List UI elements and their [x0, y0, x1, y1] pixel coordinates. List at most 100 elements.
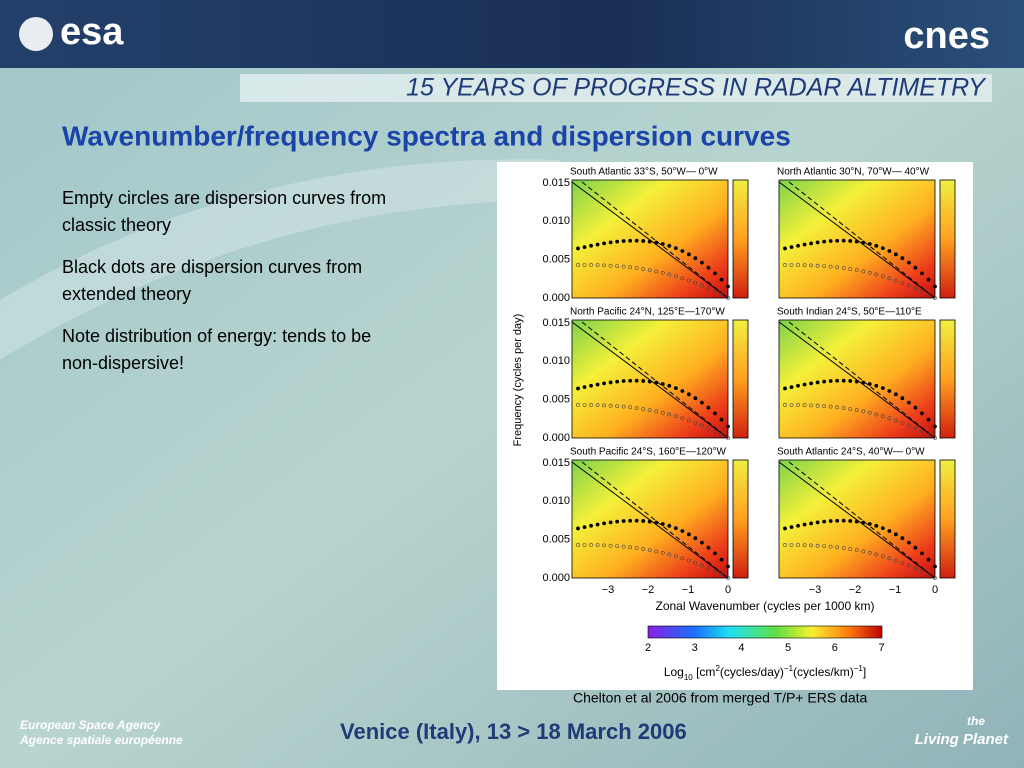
extended-dot	[680, 529, 685, 533]
classic-circle	[854, 268, 859, 273]
classic-circle	[634, 266, 639, 271]
classic-circle	[589, 543, 593, 547]
extended-dot	[867, 382, 872, 386]
classic-circle	[880, 554, 885, 559]
bullet-text: extended theory	[62, 284, 191, 304]
extended-dot	[634, 518, 639, 523]
classic-circle	[874, 552, 879, 557]
extended-dot	[867, 242, 872, 246]
classic-circle	[907, 283, 911, 288]
classic-circle	[726, 576, 730, 580]
classic-circle	[848, 267, 853, 271]
extended-dot	[809, 241, 813, 246]
extended-dot	[926, 277, 931, 282]
extended-dot	[880, 526, 885, 531]
classic-circle	[641, 407, 646, 411]
classic-circle	[783, 403, 787, 407]
extended-dot	[887, 249, 892, 253]
extended-dot	[634, 378, 639, 383]
extended-dot	[647, 379, 652, 384]
classic-circle	[713, 289, 717, 294]
classic-circle	[589, 403, 593, 407]
classic-circle	[835, 405, 840, 410]
classic-circle	[608, 263, 613, 268]
extended-dot	[654, 380, 659, 385]
classic-circle	[822, 544, 827, 549]
extended-dot	[900, 536, 905, 541]
x-axis-label: Zonal Wavenumber (cycles per 1000 km)	[656, 599, 875, 613]
extended-dot	[893, 392, 898, 397]
classic-circle	[913, 566, 918, 571]
classic-circle	[887, 276, 892, 281]
extended-dot	[719, 417, 724, 422]
classic-circle	[693, 280, 698, 285]
extended-dot	[822, 379, 827, 384]
classic-circle	[680, 556, 685, 561]
agency-fr: Agence spatiale européenne	[19, 733, 183, 747]
extended-dot	[634, 238, 639, 243]
classic-circle	[726, 436, 730, 440]
colorbar-tick: 4	[738, 642, 744, 654]
extended-dot	[660, 382, 665, 386]
extended-dot	[602, 521, 606, 526]
extended-dot	[719, 277, 724, 282]
colorbar-tick: 3	[692, 642, 698, 654]
slide-title: Wavenumber/frequency spectra and dispers…	[62, 120, 791, 151]
classic-circle	[900, 560, 905, 565]
colorbar	[647, 625, 883, 639]
classic-circle	[893, 558, 898, 563]
extended-dot	[841, 378, 846, 383]
extended-dot	[608, 520, 613, 525]
theory-dashed	[788, 181, 936, 299]
extended-dot	[686, 252, 691, 257]
extended-dot	[706, 545, 711, 550]
extended-dot	[783, 526, 787, 531]
classic-circle	[913, 286, 918, 291]
extended-dot	[686, 392, 691, 397]
classic-circle	[789, 403, 794, 407]
classic-circle	[595, 263, 600, 268]
classic-circle	[920, 429, 924, 434]
x-tick-label: −1	[889, 584, 902, 596]
extended-dot	[815, 380, 820, 385]
extended-dot	[621, 519, 626, 523]
extended-dot	[667, 523, 672, 528]
extended-dot	[913, 545, 918, 550]
classic-circle	[874, 412, 879, 417]
extended-dot	[693, 256, 698, 261]
extended-dot	[822, 519, 827, 524]
extended-dot	[654, 240, 659, 245]
extended-dot	[893, 252, 898, 257]
extended-dot	[576, 526, 580, 531]
extended-dot	[608, 380, 613, 385]
extended-dot	[900, 396, 905, 401]
extended-dot	[680, 249, 685, 253]
extended-dot	[700, 260, 704, 265]
extended-dot	[887, 529, 892, 533]
extended-dot	[582, 245, 587, 249]
classic-circle	[602, 543, 606, 548]
extended-dot	[907, 260, 911, 265]
classic-circle	[893, 278, 898, 283]
colorbar-label: Log10 [cm2(cycles/day)−1(cycles/km)−1]	[664, 664, 866, 682]
classic-circle	[686, 558, 691, 563]
classic-circle	[815, 403, 820, 408]
extended-dot	[673, 246, 678, 251]
extended-dot	[835, 238, 840, 243]
classic-circle	[796, 543, 800, 547]
extended-dot	[589, 243, 593, 248]
classic-circle	[854, 548, 859, 553]
bullet-text: classic theory	[62, 215, 171, 235]
theory-dashed	[581, 181, 729, 299]
classic-circle	[628, 405, 633, 410]
colorbar-tick: 7	[878, 642, 884, 654]
classic-circle	[660, 270, 665, 275]
classic-circle	[667, 272, 672, 277]
extended-dot	[706, 405, 711, 410]
classic-circle	[841, 406, 846, 411]
extended-dot	[726, 424, 730, 429]
bullet-text: Black dots are dispersion curves from	[62, 257, 362, 277]
extended-dot	[809, 521, 813, 526]
classic-circle	[667, 552, 672, 557]
